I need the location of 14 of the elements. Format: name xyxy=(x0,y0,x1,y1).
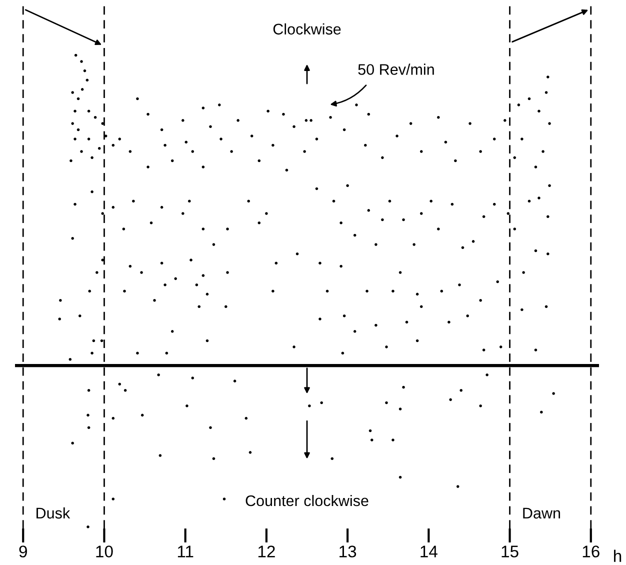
x-tick-label: 10 xyxy=(96,546,113,558)
annotation: Dawn xyxy=(523,508,560,519)
annotation: 50 Rev/min xyxy=(358,64,434,75)
x-tick-label: 14 xyxy=(420,546,438,558)
text: Clockwise xyxy=(273,23,341,35)
x-tick-label: 13 xyxy=(340,546,356,558)
x-tick-label: 16 xyxy=(582,546,600,558)
x-tick-label: 12 xyxy=(258,546,275,558)
x-tick-label: 11 xyxy=(178,546,194,558)
x-axis-title: h xyxy=(614,550,622,562)
annotation: Dusk xyxy=(36,507,70,519)
x-tick-label: 9 xyxy=(19,546,27,558)
annotation: Counter clockwise xyxy=(246,494,368,506)
x-tick-label: 15 xyxy=(502,546,518,558)
